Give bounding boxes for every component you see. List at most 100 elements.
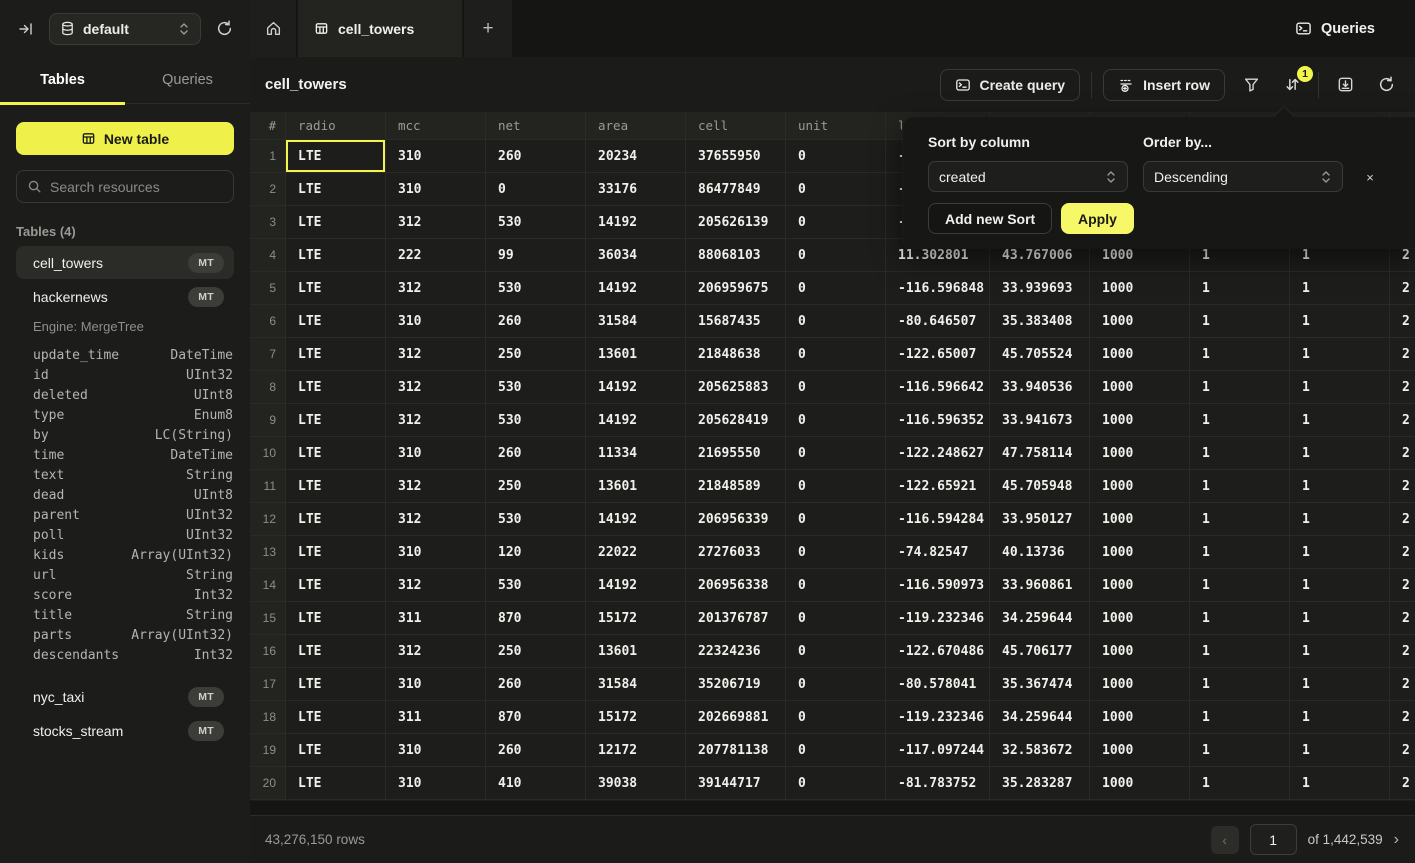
table-cell[interactable]: 14192 <box>586 272 686 304</box>
table-cell[interactable]: 0 <box>786 272 886 304</box>
table-cell[interactable]: 1000 <box>1090 767 1190 799</box>
table-cell[interactable]: 14192 <box>586 206 686 238</box>
table-cell[interactable]: 260 <box>486 734 586 766</box>
table-cell[interactable]: 2 <box>1390 404 1415 436</box>
table-cell[interactable]: 2 <box>1390 635 1415 667</box>
table-cell[interactable]: 312 <box>386 503 486 535</box>
table-cell[interactable]: LTE <box>286 371 386 403</box>
table-cell[interactable]: 250 <box>486 470 586 502</box>
table-cell[interactable]: 1 <box>1290 404 1390 436</box>
table-cell[interactable]: 22324236 <box>686 635 786 667</box>
table-cell[interactable]: 2 <box>1390 272 1415 304</box>
table-cell[interactable]: 310 <box>386 734 486 766</box>
home-tab-button[interactable] <box>250 0 296 57</box>
sidebar-item-hackernews[interactable]: hackernews MT <box>16 280 234 313</box>
table-cell[interactable]: 1 <box>1290 503 1390 535</box>
table-cell[interactable]: 1000 <box>1090 338 1190 370</box>
sidebar-refresh-button[interactable] <box>210 15 238 43</box>
table-cell[interactable]: 1 <box>1190 536 1290 568</box>
table-cell[interactable]: 0 <box>786 536 886 568</box>
table-cell[interactable]: 47.758114 <box>990 437 1090 469</box>
table-cell[interactable]: 35.367474 <box>990 668 1090 700</box>
table-cell[interactable]: 14192 <box>586 404 686 436</box>
tab-cell-towers[interactable]: cell_towers <box>298 0 462 57</box>
sidebar-tab-queries[interactable]: Queries <box>125 57 250 103</box>
add-new-sort-button[interactable]: Add new Sort <box>928 203 1052 234</box>
table-cell[interactable]: 21848589 <box>686 470 786 502</box>
table-cell[interactable]: 0 <box>786 338 886 370</box>
table-cell[interactable]: 0 <box>786 602 886 634</box>
table-cell[interactable]: 0 <box>786 668 886 700</box>
table-cell[interactable]: 530 <box>486 371 586 403</box>
table-cell[interactable]: LTE <box>286 503 386 535</box>
table-cell[interactable]: 0 <box>486 173 586 205</box>
table-cell[interactable]: 0 <box>786 239 886 271</box>
table-cell[interactable]: 31584 <box>586 668 686 700</box>
table-cell[interactable]: 22022 <box>586 536 686 568</box>
insert-row-button[interactable]: Insert row <box>1103 69 1225 101</box>
table-cell[interactable]: -80.578041 <box>886 668 990 700</box>
table-cell[interactable]: 310 <box>386 437 486 469</box>
table-cell[interactable]: 312 <box>386 470 486 502</box>
table-cell[interactable]: -122.670486 <box>886 635 990 667</box>
table-cell[interactable]: 27276033 <box>686 536 786 568</box>
table-cell[interactable]: 21848638 <box>686 338 786 370</box>
table-cell[interactable]: 1000 <box>1090 635 1190 667</box>
table-cell[interactable]: 45.706177 <box>990 635 1090 667</box>
table-cell[interactable]: 45.705524 <box>990 338 1090 370</box>
table-cell[interactable]: 1000 <box>1090 602 1190 634</box>
table-cell[interactable]: 33.941673 <box>990 404 1090 436</box>
table-cell[interactable]: 2 <box>1390 668 1415 700</box>
table-cell[interactable]: 0 <box>786 701 886 733</box>
table-cell[interactable]: 1 <box>1290 635 1390 667</box>
table-cell[interactable]: LTE <box>286 305 386 337</box>
table-cell[interactable]: 39038 <box>586 767 686 799</box>
table-cell[interactable]: 40.13736 <box>990 536 1090 568</box>
table-cell[interactable]: 14192 <box>586 569 686 601</box>
table-cell[interactable]: -116.594284 <box>886 503 990 535</box>
table-cell[interactable]: 1 <box>1190 437 1290 469</box>
table-cell[interactable]: 33.940536 <box>990 371 1090 403</box>
table-cell[interactable]: 1 <box>1290 371 1390 403</box>
table-cell[interactable]: 1 <box>1290 734 1390 766</box>
table-cell[interactable]: LTE <box>286 437 386 469</box>
table-cell[interactable]: LTE <box>286 536 386 568</box>
refresh-table-button[interactable] <box>1371 70 1401 100</box>
table-cell[interactable]: 310 <box>386 305 486 337</box>
table-cell[interactable]: LTE <box>286 206 386 238</box>
filter-button[interactable] <box>1236 70 1266 100</box>
table-cell[interactable]: -122.65007 <box>886 338 990 370</box>
table-cell[interactable]: 2 <box>1390 602 1415 634</box>
table-cell[interactable]: 202669881 <box>686 701 786 733</box>
table-cell[interactable]: 2 <box>1390 338 1415 370</box>
table-cell[interactable]: 250 <box>486 338 586 370</box>
table-cell[interactable]: 1 <box>1290 569 1390 601</box>
table-cell[interactable]: 250 <box>486 635 586 667</box>
table-cell[interactable]: -117.097244 <box>886 734 990 766</box>
table-cell[interactable]: 312 <box>386 635 486 667</box>
table-cell[interactable]: LTE <box>286 767 386 799</box>
table-cell[interactable]: LTE <box>286 140 386 172</box>
table-cell[interactable]: 1 <box>1290 338 1390 370</box>
table-cell[interactable]: LTE <box>286 272 386 304</box>
table-cell[interactable]: 31584 <box>586 305 686 337</box>
table-cell[interactable]: 34.259644 <box>990 701 1090 733</box>
sort-column-select[interactable]: created <box>928 161 1128 192</box>
table-cell[interactable]: 311 <box>386 602 486 634</box>
table-cell[interactable]: 2 <box>1390 734 1415 766</box>
table-cell[interactable]: 39144717 <box>686 767 786 799</box>
new-table-button[interactable]: New table <box>16 122 234 155</box>
table-cell[interactable]: 1 <box>1190 635 1290 667</box>
table-cell[interactable]: 312 <box>386 569 486 601</box>
table-cell[interactable]: 21695550 <box>686 437 786 469</box>
table-cell[interactable]: 13601 <box>586 470 686 502</box>
table-cell[interactable]: 1 <box>1290 668 1390 700</box>
table-cell[interactable]: -80.646507 <box>886 305 990 337</box>
table-cell[interactable]: 99 <box>486 239 586 271</box>
table-cell[interactable]: -116.590973 <box>886 569 990 601</box>
table-cell[interactable]: 201376787 <box>686 602 786 634</box>
table-cell[interactable]: -122.65921 <box>886 470 990 502</box>
column-header[interactable]: mcc <box>386 112 486 139</box>
table-cell[interactable]: 2 <box>1390 470 1415 502</box>
table-cell[interactable]: 1000 <box>1090 305 1190 337</box>
